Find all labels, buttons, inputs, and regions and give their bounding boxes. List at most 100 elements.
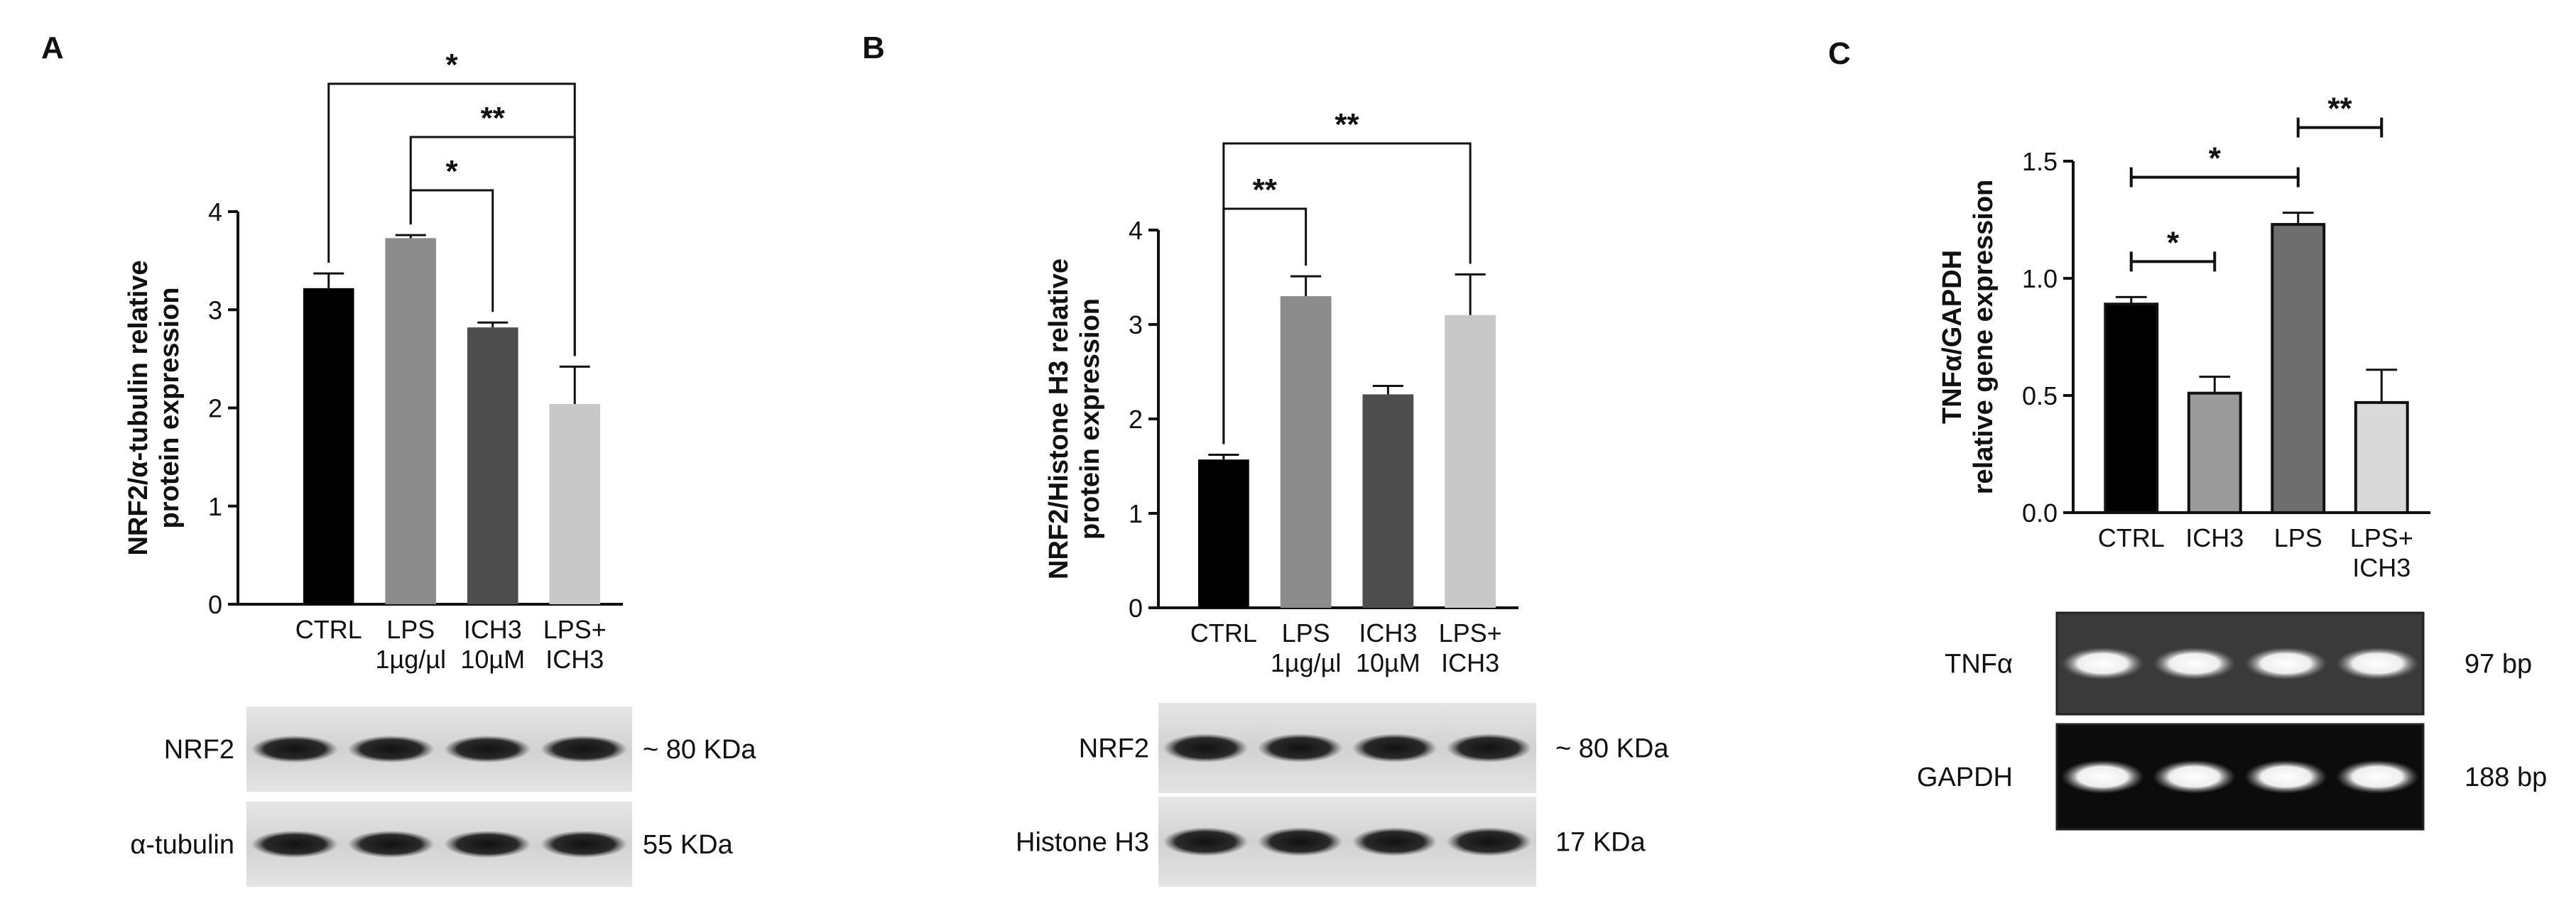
error-bar [2199,376,2231,393]
bar [1280,296,1332,608]
blot-band [1446,827,1532,856]
blot-band [1257,827,1343,856]
bar [2104,302,2159,514]
x-tick-label: LPS+ ICH3 [543,615,607,674]
error-bar [1208,454,1239,460]
y-axis-label: NRF2/α-tubulin relativeprotein expressio… [124,260,185,555]
blot-band [1352,733,1438,763]
y-tick-label: 1 [208,492,222,521]
bar [2187,391,2242,515]
x-tick-label: CTRL [295,615,362,644]
error-bar [2366,369,2398,403]
x-tick-label: ICH3 10µM [1356,618,1420,677]
y-label-group: NRF2/Histone H3 relativeprotein expressi… [1044,258,1105,579]
blot-band [2153,647,2236,680]
blot-band [2153,760,2236,794]
blot-band [540,830,628,858]
blot-band [251,830,338,858]
y-label-group: NRF2/α-tubulin relativeprotein expressio… [124,260,185,555]
y-label-group: TNFα/GAPDHrelative gene expression [1938,180,1999,495]
blot-label: NRF2 [1079,734,1149,764]
significance-label: * [2209,141,2222,176]
y-tick-label: 2 [208,394,222,423]
bar [467,327,518,604]
blot-band [444,830,531,858]
y-tick-label: 4 [1129,216,1143,245]
blot-size: ~ 80 KDa [1555,734,1669,764]
y-tick-label: 0.5 [2022,381,2058,410]
blot-band [347,830,435,858]
blot-size: ~ 80 KDa [643,735,756,765]
y-tick-label: 1 [1129,499,1143,528]
blot-size: 17 KDa [1555,828,1646,858]
y-tick-label: 3 [208,295,222,324]
blot-band [2061,647,2144,680]
blot-size: 188 bp [2464,763,2547,792]
error-bar [1372,384,1403,395]
blot-band [2336,647,2419,680]
blot-band [1446,733,1532,763]
x-tick-label: LPS+ ICH3 [2350,523,2413,582]
x-tick-label: LPS 1µg/µl [1271,618,1342,677]
blot-band [2244,760,2327,794]
y-tick-label: 0 [1129,594,1143,623]
blot-band [1163,827,1249,856]
blot-band [251,735,338,763]
blot-size: 97 bp [2464,650,2532,680]
bar [1445,315,1496,608]
error-bar [313,272,344,288]
x-tick-label: ICH3 10µM [460,615,525,674]
x-tick-label: LPS [2274,523,2322,552]
error-bar [395,234,426,239]
error-bar [559,365,590,404]
x-tick-label: CTRL [2098,523,2165,552]
x-tick-label: LPS 1µg/µl [375,615,446,674]
blot-size: 55 KDa [643,830,734,860]
blot-band [444,735,531,763]
y-tick-label: 0 [208,590,222,619]
bar [2354,400,2409,515]
blot-band [2061,760,2144,794]
significance-label: ** [2327,92,2352,126]
blot-band [2244,647,2327,680]
x-tick-label: CTRL [1190,618,1257,648]
y-axis-label: TNFα/GAPDHrelative gene expression [1938,180,1999,495]
bar [2271,223,2326,514]
error-bar [1455,273,1486,315]
blot-band [540,735,628,763]
error-bar [2115,295,2147,305]
bar [1197,459,1249,608]
blot-band [2336,760,2419,794]
blot-label: GAPDH [1917,763,2013,792]
y-tick-label: 2 [1129,405,1143,434]
blot-band [347,735,435,763]
error-bar [1290,275,1322,297]
panel-label: B [862,31,885,65]
blot-label: Histone H3 [1016,828,1149,858]
error-bar [477,321,509,328]
blot-label: NRF2 [164,735,234,765]
significance-bracket [327,82,576,356]
significance-bracket [1222,142,1472,444]
x-tick-label: ICH3 [2185,523,2244,552]
panel-label: A [41,31,64,65]
y-axis-label: NRF2/Histone H3 relativeprotein expressi… [1044,258,1105,579]
error-bar [2282,212,2314,225]
bar [1362,394,1414,608]
significance-label: ** [1335,107,1359,142]
significance-label: * [2167,225,2180,260]
significance-bracket [2296,117,2384,138]
blot-label: α-tubulin [130,830,234,860]
significance-label: * [445,48,458,82]
significance-label: ** [481,101,506,136]
bar [549,403,601,604]
significance-label: * [445,154,458,189]
bar [303,288,354,604]
blot-label: TNFα [1945,650,2013,680]
y-tick-label: 1.0 [2022,264,2058,293]
significance-bracket [2129,167,2300,187]
blot-band [1257,733,1343,763]
blot-band [1352,827,1438,856]
bar [385,238,437,604]
